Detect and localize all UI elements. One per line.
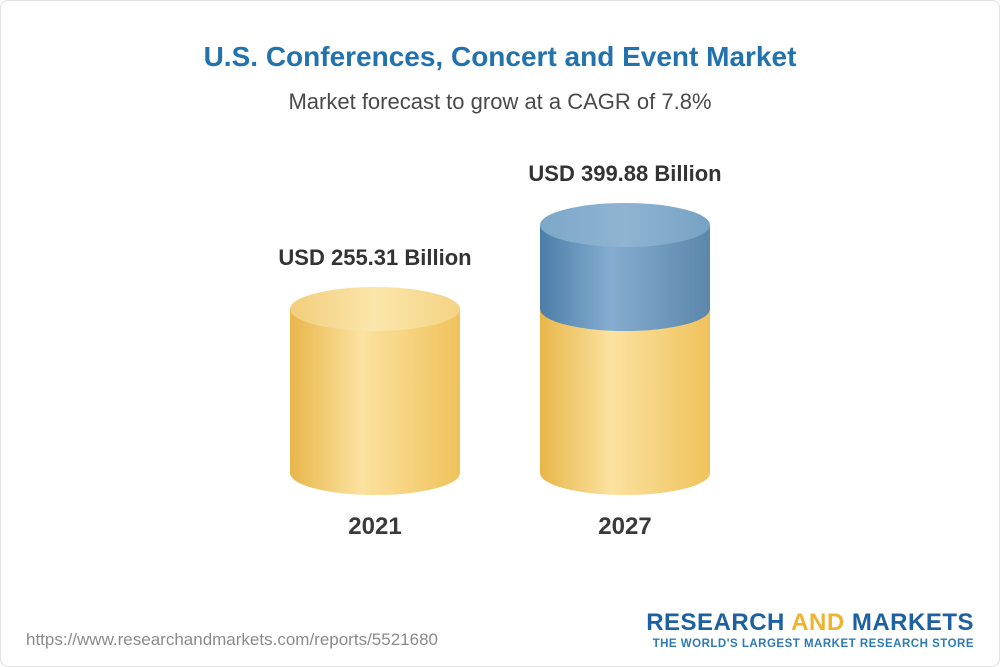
chart-title: U.S. Conferences, Concert and Event Mark… [203,41,797,72]
logo-wordmark: RESEARCH AND MARKETS [646,610,974,635]
category-label-2021: 2021 [348,513,402,540]
chart-subtitle: Market forecast to grow at a CAGR of 7.8… [288,89,712,114]
research-and-markets-logo: RESEARCH AND MARKETS THE WORLD'S LARGEST… [646,610,974,650]
cylinder-2027 [540,203,710,495]
bar-group-2027: USD 399.88 Billion 2027 [528,161,721,541]
bar-chart: USD 255.31 Billion 2021 USD 399.88 Billi… [1,161,999,541]
cylinder-2021-body [290,309,460,495]
source-url: https://www.researchandmarkets.com/repor… [26,630,438,649]
cylinder-2021 [290,287,460,495]
footer: https://www.researchandmarkets.com/repor… [1,610,999,666]
cylinder-2021-top-ellipse [290,287,460,331]
logo-tagline: THE WORLD'S LARGEST MARKET RESEARCH STOR… [652,638,974,650]
value-label-2021: USD 255.31 Billion [278,245,472,270]
cylinder-2027-top-ellipse [540,203,710,247]
value-label-2027: USD 399.88 Billion [528,161,722,186]
bar-group-2021: USD 255.31 Billion 2021 [278,245,471,541]
cylinder-2027-growth-segment [540,203,710,331]
logo-word-markets: MARKETS [851,608,974,636]
cylinder-2027-base-segment [540,309,710,495]
logo-word-and: AND [791,608,845,636]
logo-word-research: RESEARCH [646,608,785,636]
category-label-2027: 2027 [598,513,652,540]
cylinder-2027-base-body [540,309,710,495]
